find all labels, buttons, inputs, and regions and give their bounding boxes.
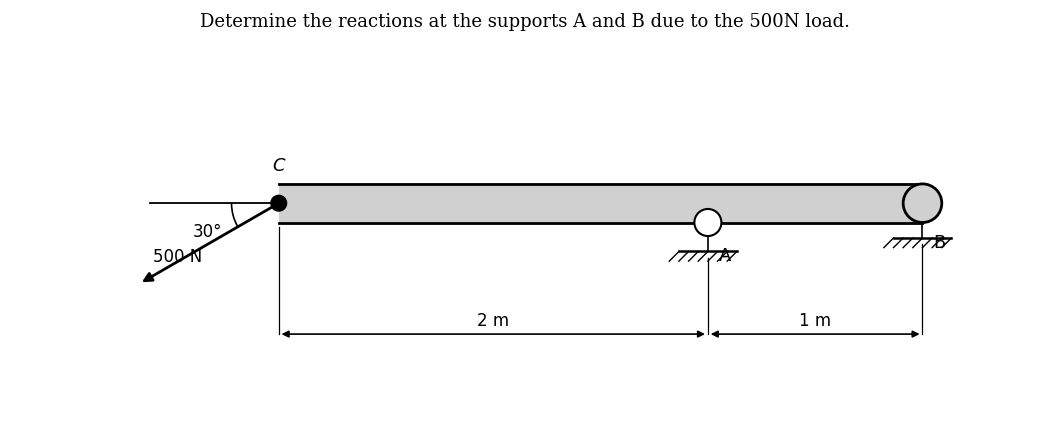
Circle shape	[695, 209, 721, 236]
Text: 2 m: 2 m	[477, 312, 510, 330]
Text: 500 N: 500 N	[152, 247, 202, 265]
Circle shape	[903, 184, 942, 223]
Text: Determine the reactions at the supports A and B due to the 500N load.: Determine the reactions at the supports …	[201, 13, 850, 31]
Text: C: C	[272, 158, 285, 175]
Text: B: B	[933, 234, 946, 252]
Bar	[279, 184, 923, 223]
Text: 1 m: 1 m	[799, 312, 831, 330]
Text: A: A	[719, 247, 731, 265]
Text: 30°: 30°	[193, 223, 223, 241]
Circle shape	[271, 196, 286, 211]
